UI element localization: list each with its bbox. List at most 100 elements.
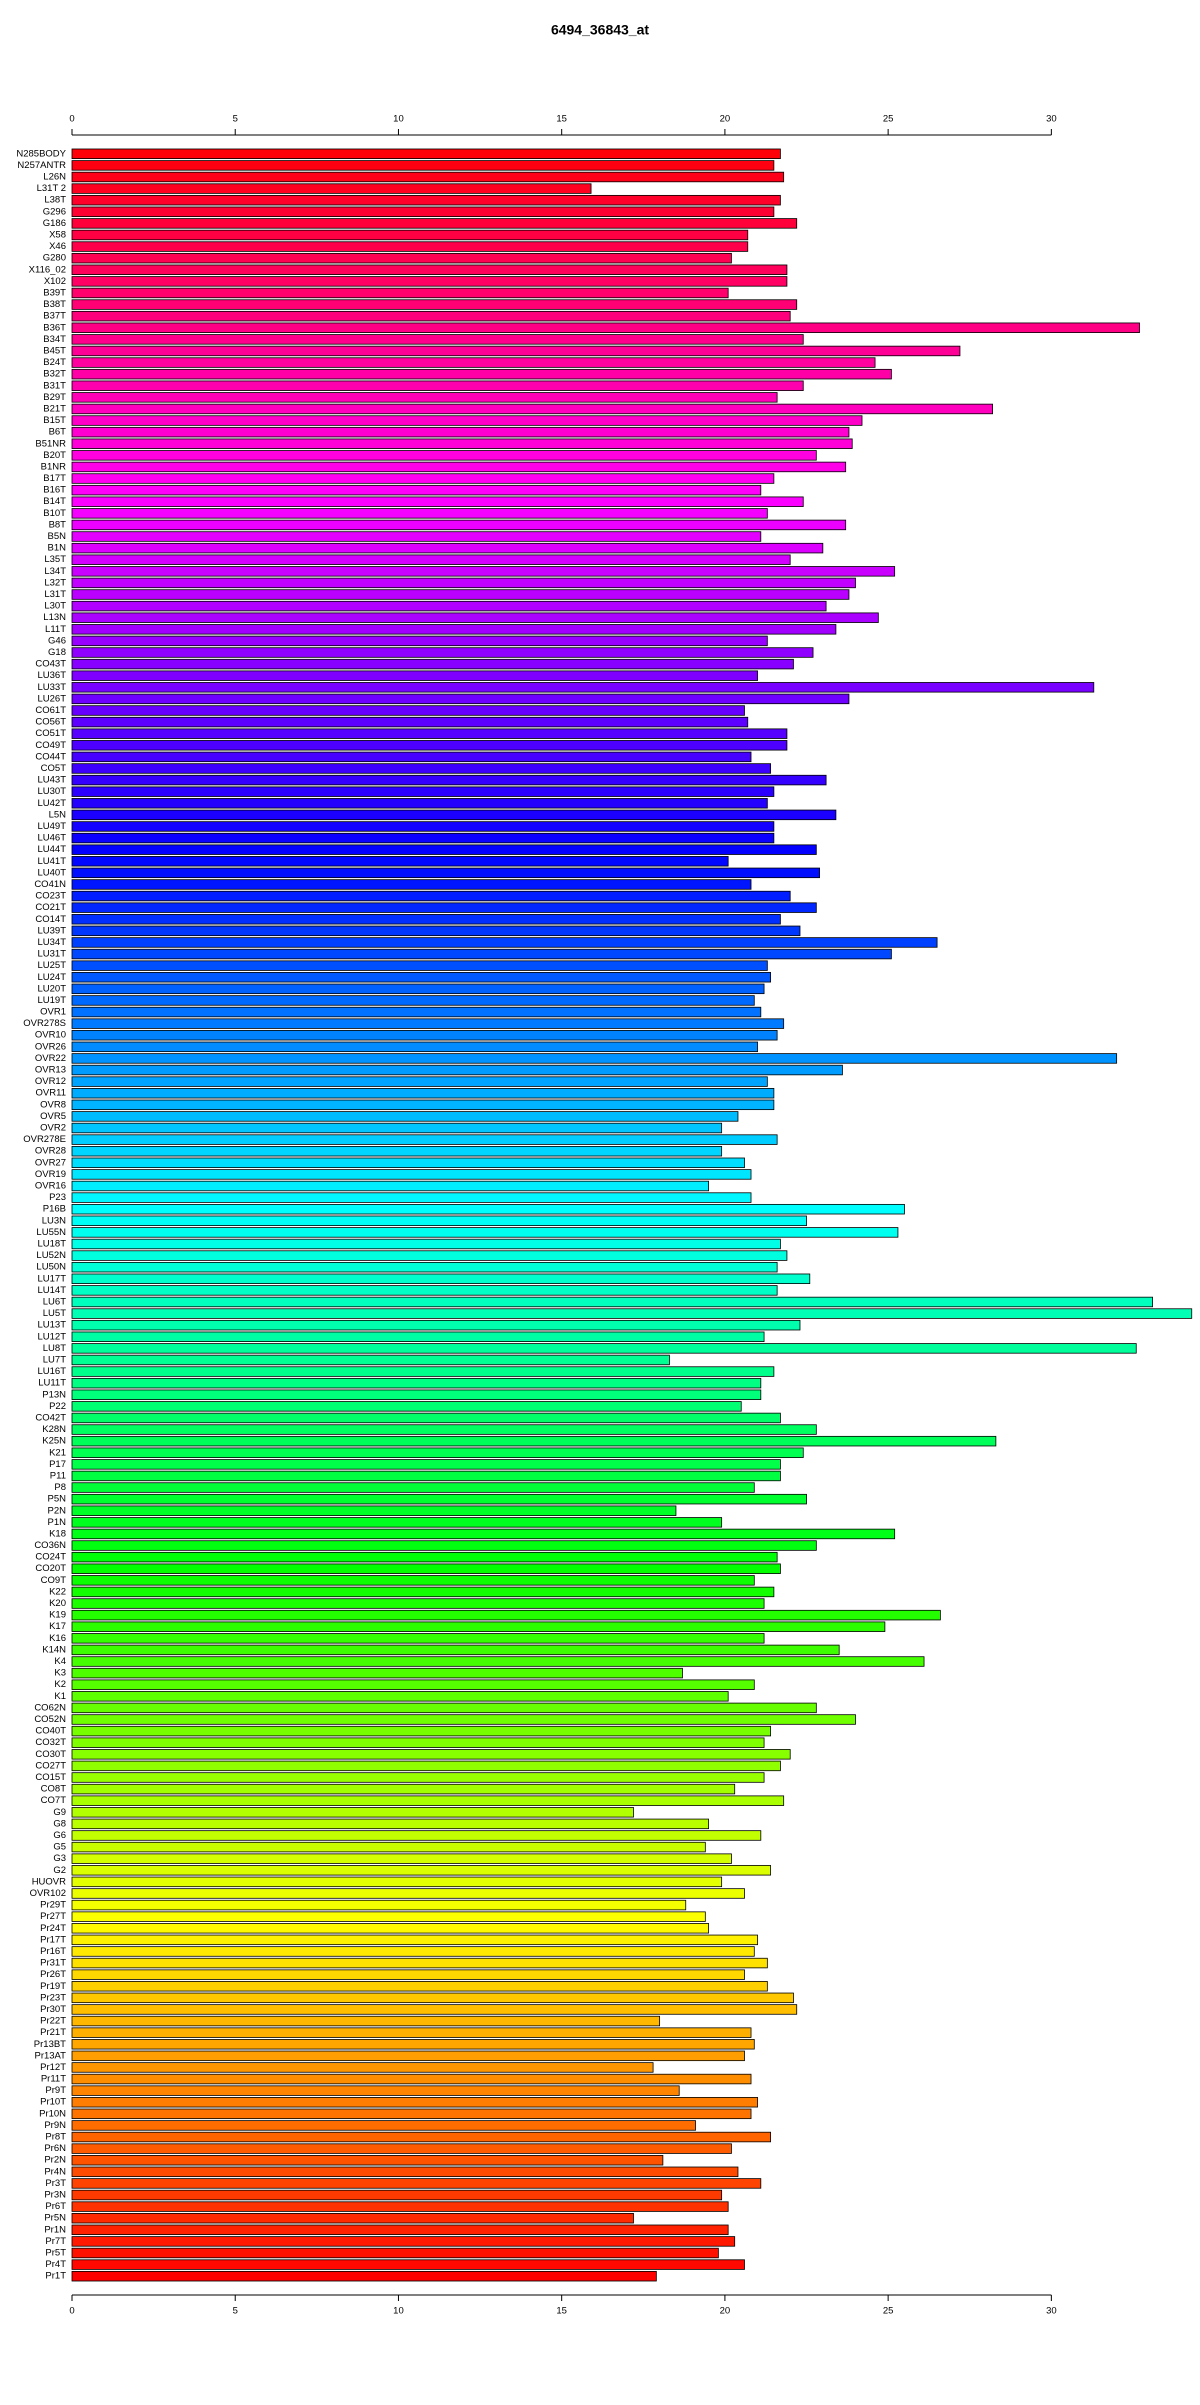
bar: [71, 1911, 706, 1922]
y-tick-label: B16T: [43, 485, 66, 496]
y-tick-label: OVR278S: [23, 1018, 66, 1029]
y-tick-label: L38T: [44, 195, 66, 206]
y-tick-label: OVR2: [40, 1123, 66, 1134]
x-tick-label: 10: [393, 114, 404, 125]
bar: [71, 879, 752, 890]
y-tick-label: B6T: [49, 427, 67, 438]
bar: [71, 1633, 765, 1644]
bar: [71, 647, 814, 658]
y-tick-label: P5N: [48, 1494, 67, 1505]
y-tick-label: OVR1: [40, 1007, 66, 1018]
bar: [71, 1238, 781, 1250]
bar: [71, 1621, 886, 1632]
y-tick-label: Pr24T: [40, 1923, 66, 1934]
bar: [71, 1180, 709, 1192]
bar: [71, 809, 837, 821]
bar: [71, 1876, 723, 1888]
y-tick-label: G186: [43, 218, 66, 229]
y-tick-label: K2: [54, 1679, 66, 1690]
y-tick-label: G8: [53, 1818, 66, 1829]
bar: [71, 1807, 634, 1818]
y-tick-label: LU41T: [37, 856, 66, 867]
bar: [71, 1099, 775, 1111]
bar: [71, 183, 592, 194]
y-tick-label: N257ANTR: [17, 160, 66, 171]
bar: [71, 554, 791, 565]
y-tick-label: CO14T: [35, 914, 66, 925]
y-tick-label: LU40T: [37, 867, 66, 878]
y-tick-label: B5N: [48, 531, 67, 542]
y-tick-label: K21: [49, 1447, 66, 1458]
x-tick-label: 10: [393, 2306, 404, 2317]
y-tick-label: OVR26: [35, 1041, 66, 1052]
bar: [71, 1853, 732, 1864]
y-tick-label: CO56T: [35, 717, 66, 728]
bar: [71, 357, 876, 368]
y-tick-label: B14T: [43, 496, 66, 507]
y-tick-label: Pr23T: [40, 1992, 66, 2003]
bar: [71, 241, 749, 252]
y-tick-label: B32T: [43, 369, 66, 380]
y-tick-label: Pr5N: [44, 2213, 66, 2224]
bar: [71, 856, 729, 867]
bar: [71, 566, 896, 577]
bar: [71, 832, 775, 844]
bar: [71, 2155, 664, 2166]
bar: [71, 1830, 762, 1841]
y-tick-label: LU34T: [37, 937, 66, 948]
bar: [71, 902, 817, 913]
y-tick-label: B21T: [43, 403, 66, 414]
bar: [71, 1702, 817, 1714]
y-tick-label: Pr22T: [40, 2016, 66, 2027]
bar: [71, 496, 804, 507]
y-tick-label: B20T: [43, 450, 66, 461]
bar: [71, 2270, 657, 2282]
y-tick-label: K28N: [42, 1424, 66, 1435]
y-tick-label: B10T: [43, 508, 66, 519]
bar: [71, 1285, 778, 1296]
y-tick-label: LU49T: [37, 821, 66, 832]
y-tick-label: LU43T: [37, 775, 66, 786]
y-tick-label: B8T: [49, 519, 67, 530]
y-tick-label: LU8T: [43, 1343, 66, 1354]
bar: [71, 2097, 758, 2108]
bar: [71, 542, 824, 554]
bar: [71, 1250, 788, 1261]
bar: [71, 1493, 807, 1505]
y-tick-label: B31T: [43, 380, 66, 391]
bar: [71, 600, 827, 612]
bar: [71, 612, 879, 623]
bar: [71, 2212, 634, 2224]
y-tick-label: K16: [49, 1633, 66, 1644]
y-tick-label: HUOVR: [32, 1876, 66, 1887]
bar: [71, 1053, 1118, 1064]
y-tick-label: L26N: [43, 172, 66, 183]
bar: [71, 345, 961, 357]
bar: [71, 1041, 758, 1053]
bar: [71, 716, 749, 728]
bar: [71, 1505, 677, 1516]
y-tick-label: K19: [49, 1610, 66, 1621]
bar: [71, 2027, 752, 2038]
bar: [71, 1841, 706, 1853]
y-tick-label: OVR102: [30, 1888, 66, 1899]
bar: [71, 1145, 723, 1157]
y-tick-label: Pr1T: [45, 2271, 66, 2282]
bar: [71, 1308, 1193, 1319]
y-tick-label: G296: [43, 206, 66, 217]
y-tick-label: CO20T: [35, 1563, 66, 1574]
y-tick-label: Pr12T: [40, 2062, 66, 2073]
bar: [71, 2039, 755, 2050]
bar: [71, 960, 768, 971]
bar: [71, 728, 788, 739]
y-tick-label: LU6T: [43, 1296, 66, 1307]
y-tick-label: Pr29T: [40, 1900, 66, 1911]
bar: [71, 1540, 817, 1551]
y-tick-label: CO9T: [41, 1575, 67, 1586]
y-tick-label: CO21T: [35, 902, 66, 913]
bar: [71, 1389, 762, 1400]
y-tick-label: OVR278E: [23, 1134, 66, 1145]
bar: [71, 1006, 762, 1018]
y-tick-label: Pr10T: [40, 2097, 66, 2108]
